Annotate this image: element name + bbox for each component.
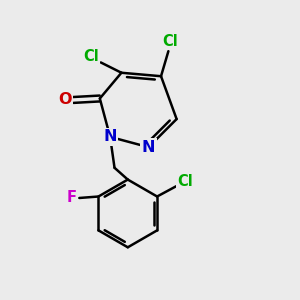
Text: Cl: Cl [177,174,193,189]
Text: Cl: Cl [162,34,178,49]
Text: O: O [58,92,72,107]
Text: Cl: Cl [83,49,99,64]
Text: N: N [103,129,117,144]
Text: F: F [67,190,77,206]
Text: N: N [142,140,155,155]
